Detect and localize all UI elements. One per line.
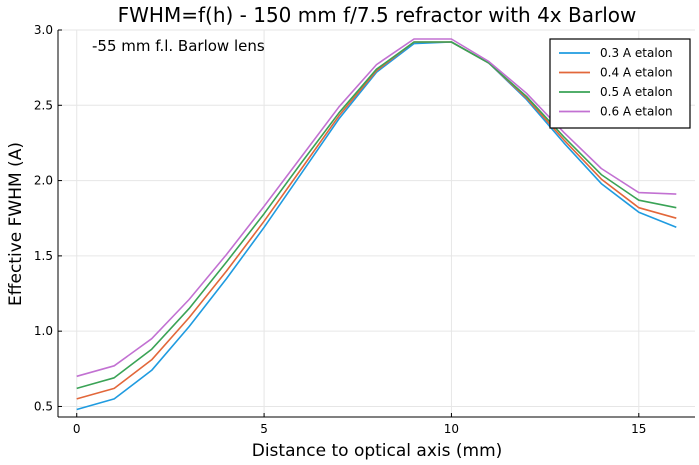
y-tick-label: 3.0 [34,23,53,37]
x-axis-label: Distance to optical axis (mm) [252,441,503,461]
legend-label: 0.3 A etalon [600,46,673,60]
series-line [76,41,677,411]
x-tick-label: 15 [631,422,646,436]
axes [57,30,695,418]
y-tick-label: 2.0 [34,174,53,188]
chart-title: FWHM=f(h) - 150 mm f/7.5 refractor with … [118,3,637,27]
y-tick-label: 2.5 [34,98,53,112]
legend: 0.3 A etalon 0.4 A etalon 0.5 A etalon 0.6 … [549,38,691,129]
series-line [76,41,677,400]
ticks: 0 5 10 15 0.5 1.0 1.5 2.0 2.5 3.0 [34,23,647,436]
legend-label: 0.4 A etalon [600,66,673,80]
legend-label: 0.5 A etalon [600,85,673,99]
series-line [76,41,677,390]
legend-label: 0.6 A etalon [600,105,673,119]
y-axis-label: Effective FWHM (A) [6,142,26,306]
series-line [76,38,677,378]
x-tick-label: 10 [444,422,459,436]
x-tick-label: 5 [260,422,268,436]
y-tick-label: 1.0 [34,324,53,338]
x-tick-label: 0 [73,422,81,436]
chart-annotation: -55 mm f.l. Barlow lens [92,37,265,55]
y-tick-label: 1.5 [34,249,53,263]
series-group [76,38,677,411]
y-tick-label: 0.5 [34,399,53,413]
